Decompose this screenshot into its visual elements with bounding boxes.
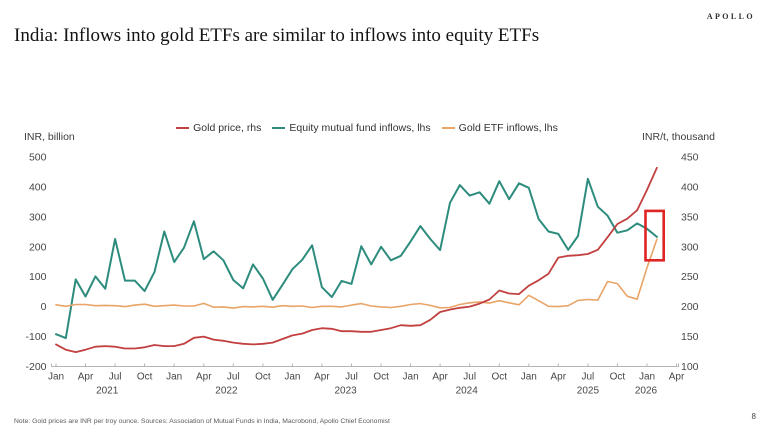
x-tick-label: Jul [463,372,476,383]
left-axis-tick-label: 200 [29,241,47,253]
x-tick-label: Jul [345,372,358,383]
x-tick-label: Jan [521,372,537,383]
x-year-label: 2023 [334,386,357,397]
gold-etf-inflows-line [55,238,658,309]
x-tick-label: Apr [78,372,94,383]
gold-etf-inflows-line-swatch [441,127,455,129]
gold-price-line [55,166,658,354]
x-tick-label: Jul [582,372,595,383]
left-axis-tick-label: 100 [29,271,47,283]
source-note: Note: Gold prices are INR per troy ounce… [14,418,390,425]
x-year-label: 2025 [577,386,600,397]
x-tick-label: Apr [551,372,567,383]
x-tick-label: Jul [227,372,240,383]
legend-label-gold-price: Gold price, rhs [193,122,262,134]
x-tick-label: Oct [255,372,271,383]
right-axis-unit-label: INR/t, thousand [642,131,715,143]
x-year-label: 2021 [96,386,119,397]
legend-item-gold-etf-inflows: Gold ETF inflows, lhs [441,122,558,134]
right-axis-tick-label: 200 [681,301,699,313]
left-axis-tick-label: 300 [29,211,47,223]
x-tick-label: Oct [373,372,389,383]
legend-label-gold-etf-inflows: Gold ETF inflows, lhs [458,122,558,134]
apollo-logo: APOLLO [706,12,755,21]
x-year-label: 2026 [635,386,658,397]
legend-item-gold-price: Gold price, rhs [176,122,261,134]
left-axis-tick-label: 500 [29,152,47,164]
right-axis-tick-label: 450 [681,152,699,164]
x-tick-label: Apr [196,372,212,383]
highlight-box [644,209,666,262]
x-tick-label: Jan [639,372,655,383]
left-axis-unit-label: INR, billion [24,131,75,143]
x-tick-label: Oct [492,372,508,383]
x-tick-label: Jan [166,372,182,383]
right-axis-tick-label: 100 [681,361,699,373]
x-tick-label: Apr [669,372,685,383]
chart-legend: Gold price, rhs Equity mutual fund inflo… [0,122,751,134]
x-tick-label: Jan [403,372,419,383]
right-axis-tick-label: 250 [681,271,699,283]
equity-inflows-line-swatch [272,127,286,129]
legend-item-equity-inflows: Equity mutual fund inflows, lhs [272,122,431,134]
page-title: India: Inflows into gold ETFs are simila… [14,25,540,46]
x-tick-label: Jan [284,372,300,383]
x-year-label: 2022 [215,386,238,397]
page-number: 8 [751,412,756,421]
left-axis-tick-label: 0 [41,301,47,313]
x-tick-label: Apr [314,372,330,383]
right-axis-tick-label: 300 [681,241,699,253]
right-axis-tick-label: 150 [681,331,699,343]
right-axis-tick-label: 350 [681,211,699,223]
right-axis-tick-label: 400 [681,181,699,193]
gold-price-line-swatch [176,127,190,129]
x-tick-label: Jul [109,372,122,383]
equity-inflows-line [55,177,658,340]
x-tick-label: Apr [432,372,448,383]
x-year-label: 2024 [456,386,479,397]
left-axis-tick-label: -100 [25,331,46,343]
legend-label-equity-inflows: Equity mutual fund inflows, lhs [289,122,431,134]
left-axis-tick-label: 400 [29,181,47,193]
x-tick-label: Oct [137,372,153,383]
x-axis-line [51,363,679,367]
x-tick-label: Jan [48,372,64,383]
left-axis-tick-label: -200 [25,361,46,373]
x-tick-label: Oct [610,372,626,383]
